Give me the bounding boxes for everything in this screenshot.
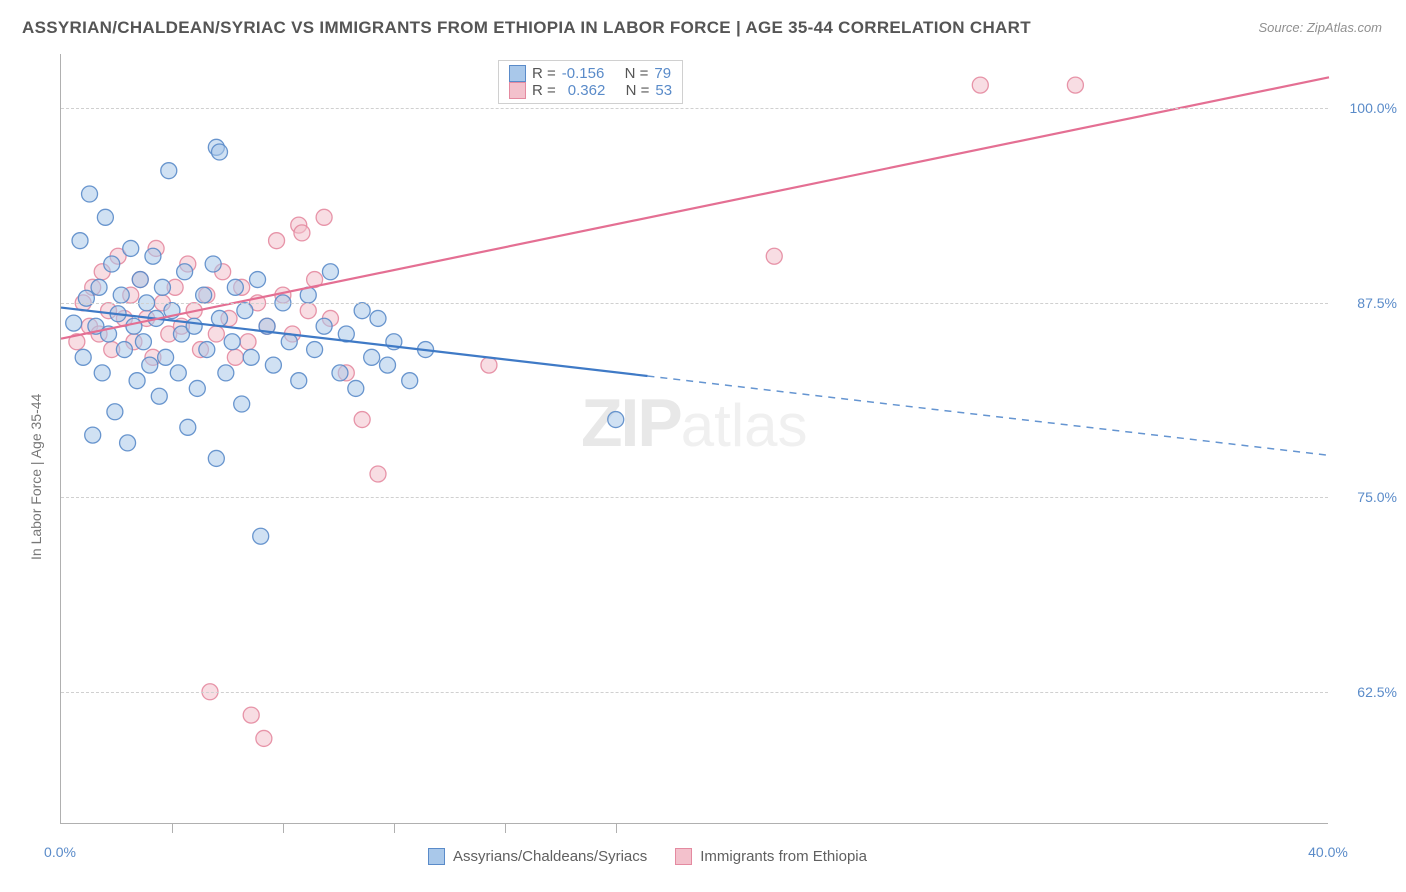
source-attribution: Source: ZipAtlas.com <box>1258 20 1382 35</box>
y-tick-label: 87.5% <box>1337 295 1397 311</box>
plot-area: ZIPatlas 62.5%75.0%87.5%100.0% <box>60 54 1328 824</box>
x-tick-label: 40.0% <box>1308 844 1348 860</box>
series-label-pink: Immigrants from Ethiopia <box>700 848 867 865</box>
series-legend: Assyrians/Chaldeans/Syriacs Immigrants f… <box>428 848 867 865</box>
x-tick-mark <box>505 823 506 833</box>
series-swatch-blue <box>428 848 445 865</box>
legend-swatch-blue <box>509 65 526 82</box>
legend-swatch-pink <box>509 82 526 99</box>
legend-n-label-1: N = <box>625 65 649 82</box>
series-label-blue: Assyrians/Chaldeans/Syriacs <box>453 848 647 865</box>
x-tick-label: 0.0% <box>44 844 76 860</box>
correlation-legend: R = -0.156 N = 79 R = 0.362 N = 53 <box>498 60 683 104</box>
y-tick-label: 75.0% <box>1337 489 1397 505</box>
gridline <box>61 108 1328 109</box>
x-tick-mark <box>616 823 617 833</box>
legend-row-blue: R = -0.156 N = 79 <box>509 65 672 82</box>
x-tick-mark <box>283 823 284 833</box>
legend-row-pink: R = 0.362 N = 53 <box>509 82 672 99</box>
chart-title: ASSYRIAN/CHALDEAN/SYRIAC VS IMMIGRANTS F… <box>22 18 1031 38</box>
series-legend-item-blue: Assyrians/Chaldeans/Syriacs <box>428 848 647 865</box>
x-tick-mark <box>172 823 173 833</box>
legend-n-label-2: N = <box>626 82 650 99</box>
gridline <box>61 692 1328 693</box>
series-legend-item-pink: Immigrants from Ethiopia <box>675 848 867 865</box>
legend-n-val-1: 79 <box>654 65 671 82</box>
legend-r-val-2: 0.362 <box>568 82 606 99</box>
gridline <box>61 303 1328 304</box>
x-tick-mark <box>394 823 395 833</box>
y-axis-label: In Labor Force | Age 35-44 <box>28 394 44 560</box>
series-swatch-pink <box>675 848 692 865</box>
chart-svg <box>61 54 1329 824</box>
y-tick-label: 62.5% <box>1337 684 1397 700</box>
legend-r-label-1: R = <box>532 65 556 82</box>
legend-r-val-1: -0.156 <box>562 65 605 82</box>
legend-n-val-2: 53 <box>655 82 672 99</box>
gridline <box>61 497 1328 498</box>
legend-r-label-2: R = <box>532 82 556 99</box>
y-tick-label: 100.0% <box>1337 100 1397 116</box>
